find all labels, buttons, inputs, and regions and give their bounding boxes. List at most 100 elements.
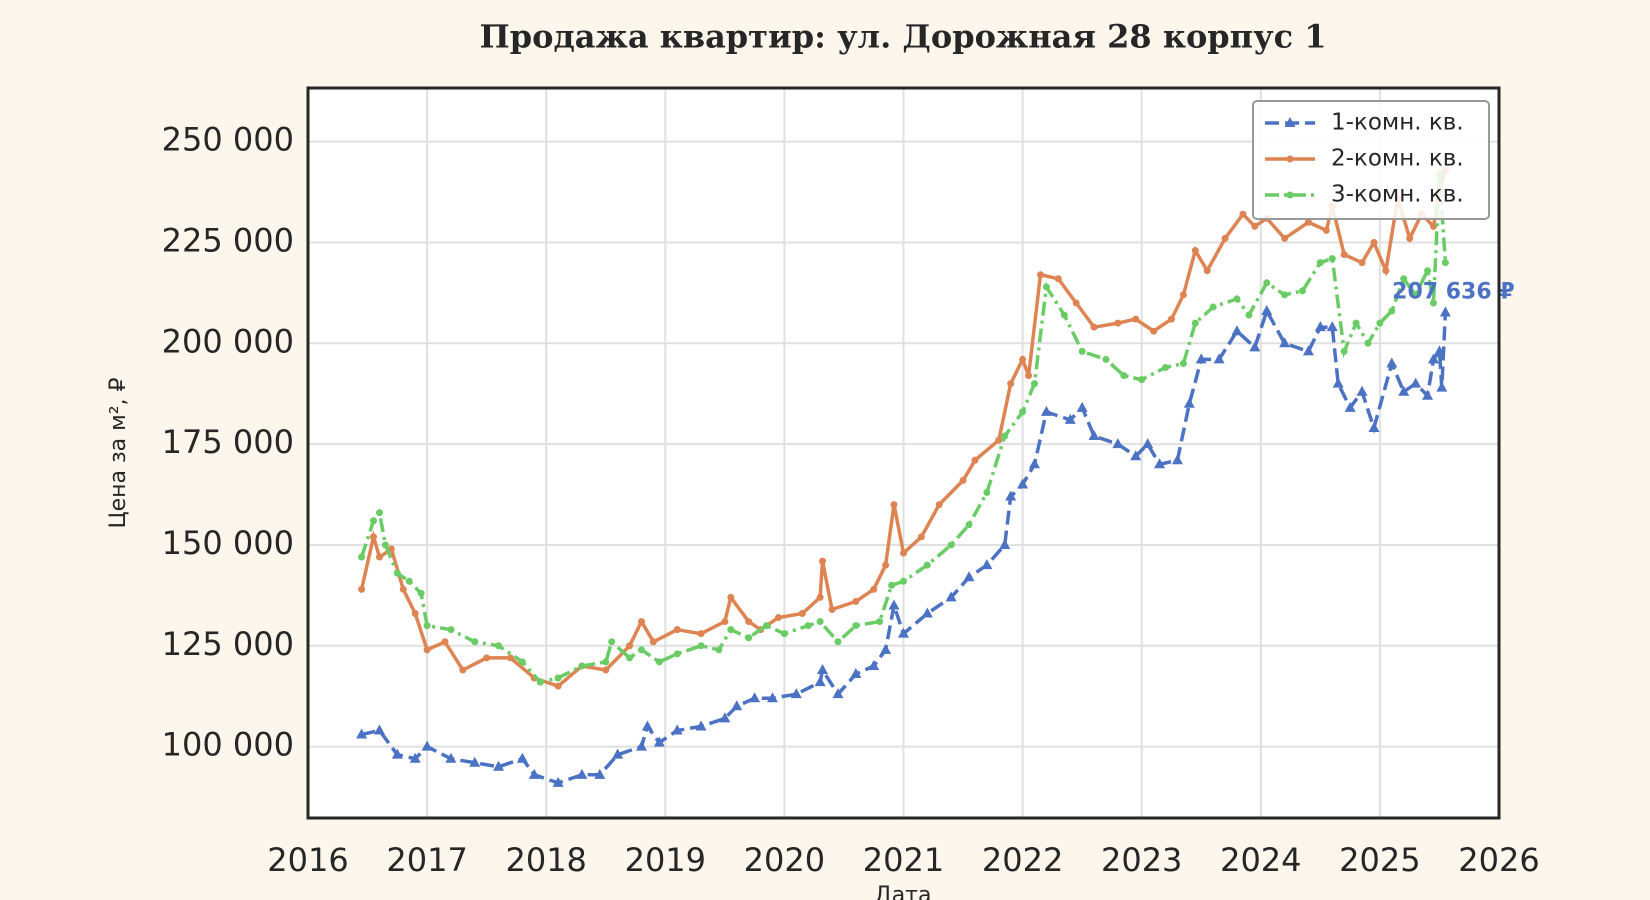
x-tick-label: 2018 — [505, 841, 586, 879]
marker — [518, 658, 526, 666]
y-tick-label: 175 000 — [162, 423, 294, 461]
marker — [1029, 458, 1041, 469]
marker — [1388, 307, 1396, 315]
legend-marker — [1286, 191, 1294, 199]
marker — [1412, 291, 1420, 299]
marker — [900, 577, 907, 585]
marker — [1112, 438, 1124, 449]
marker — [1142, 438, 1154, 449]
y-tick-label: 125 000 — [162, 625, 294, 663]
marker — [1245, 311, 1253, 319]
x-tick-label: 2020 — [744, 841, 825, 879]
marker — [947, 541, 955, 549]
marker — [763, 622, 771, 630]
marker — [1150, 327, 1158, 335]
marker — [393, 569, 401, 577]
marker — [780, 630, 788, 638]
marker — [1209, 303, 1217, 311]
x-tick-label: 2021 — [863, 841, 944, 879]
marker — [817, 663, 829, 674]
marker — [1316, 259, 1324, 267]
marker — [423, 622, 431, 630]
marker — [1400, 275, 1408, 283]
marker — [981, 559, 993, 570]
marker — [1410, 377, 1422, 388]
marker — [766, 692, 778, 703]
marker — [554, 682, 562, 690]
marker — [423, 646, 431, 654]
marker — [1088, 430, 1100, 441]
marker — [1213, 353, 1225, 364]
marker — [1239, 210, 1247, 218]
marker — [983, 489, 991, 497]
marker — [935, 501, 943, 509]
marker — [898, 627, 909, 638]
chart-title: Продажа квартир: ул. Дорожная 28 корпус … — [480, 18, 1327, 56]
marker — [536, 678, 544, 686]
marker — [1368, 421, 1380, 432]
marker — [635, 740, 647, 751]
y-tick-label: 150 000 — [162, 524, 294, 562]
marker — [1120, 372, 1128, 380]
marker — [1298, 287, 1306, 295]
marker — [1344, 401, 1356, 412]
marker — [731, 700, 743, 711]
marker — [1042, 283, 1050, 291]
marker — [1005, 490, 1017, 501]
marker — [1072, 299, 1080, 307]
marker — [804, 622, 812, 630]
marker — [626, 654, 634, 662]
marker — [1340, 347, 1348, 355]
marker — [715, 646, 723, 654]
marker — [727, 593, 735, 601]
x-tick-label: 2022 — [982, 841, 1063, 879]
marker — [814, 676, 826, 687]
marker — [602, 658, 610, 666]
marker — [506, 654, 514, 662]
marker — [816, 593, 824, 601]
marker — [554, 674, 562, 682]
marker — [900, 549, 907, 557]
marker — [790, 688, 802, 699]
marker — [1025, 372, 1033, 380]
marker — [834, 638, 842, 646]
marker — [1386, 357, 1398, 368]
marker — [1183, 397, 1195, 408]
marker — [1406, 234, 1414, 242]
marker — [358, 585, 366, 593]
marker — [888, 599, 900, 610]
legend-label: 1-комн. кв. — [1331, 110, 1464, 136]
marker — [528, 768, 540, 779]
marker — [749, 692, 761, 703]
marker — [1356, 385, 1368, 396]
legend-box — [1252, 100, 1490, 220]
marker — [1154, 458, 1166, 469]
marker — [1249, 341, 1261, 352]
marker — [602, 666, 610, 674]
marker — [1364, 339, 1372, 347]
marker — [578, 662, 586, 670]
y-tick-label: 100 000 — [162, 726, 294, 764]
marker — [852, 597, 860, 605]
plot-frame — [306, 86, 1501, 820]
y-tick-label: 250 000 — [162, 121, 294, 159]
marker — [381, 541, 389, 549]
marker — [1102, 355, 1110, 363]
marker — [888, 581, 896, 589]
annotation: 207 636 ₽ — [1392, 280, 1514, 305]
marker — [375, 553, 383, 561]
marker — [356, 728, 368, 739]
marker — [417, 589, 425, 597]
marker — [1114, 319, 1122, 327]
marker — [655, 658, 663, 666]
marker — [1019, 408, 1027, 416]
marker — [959, 476, 967, 484]
marker — [1017, 478, 1029, 489]
marker — [1001, 432, 1009, 440]
marker — [1281, 234, 1289, 242]
marker — [850, 668, 862, 679]
marker — [1076, 401, 1088, 412]
marker — [963, 571, 975, 582]
marker — [774, 614, 782, 622]
marker — [1179, 291, 1187, 299]
